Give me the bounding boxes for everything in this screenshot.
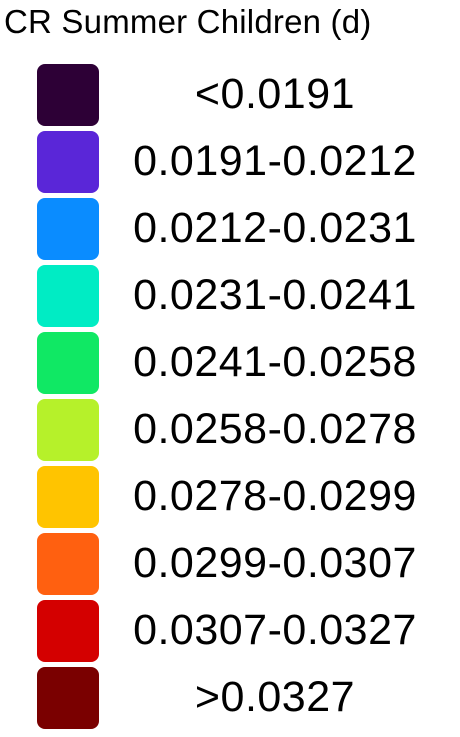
- legend-range-label: 0.0191-0.0212: [133, 137, 417, 185]
- legend-swatch: [37, 399, 99, 461]
- legend-item: 0.0278-0.0299: [0, 464, 460, 531]
- legend-swatch: [37, 131, 99, 193]
- legend-swatch: [37, 533, 99, 595]
- legend-item: 0.0299-0.0307: [0, 531, 460, 598]
- legend-swatch: [37, 265, 99, 327]
- legend-item: 0.0307-0.0327: [0, 598, 460, 665]
- legend-item: 0.0212-0.0231: [0, 196, 460, 263]
- legend-range-label: 0.0212-0.0231: [133, 204, 417, 252]
- legend-swatch: [37, 198, 99, 260]
- legend-range-label: <0.0191: [194, 70, 356, 118]
- legend-range-label: 0.0258-0.0278: [133, 405, 417, 453]
- legend-item: <0.0191: [0, 62, 460, 129]
- legend-swatch: [37, 600, 99, 662]
- legend-swatch: [37, 64, 99, 126]
- legend-item: >0.0327: [0, 665, 460, 732]
- legend-range-label: 0.0241-0.0258: [133, 338, 417, 386]
- legend-range-label: 0.0299-0.0307: [133, 539, 417, 587]
- legend-range-label: >0.0327: [194, 673, 356, 721]
- legend-item: 0.0258-0.0278: [0, 397, 460, 464]
- legend-range-label: 0.0231-0.0241: [133, 271, 417, 319]
- legend-swatch: [37, 466, 99, 528]
- legend-title: CR Summer Children (d): [4, 3, 372, 40]
- legend-item: 0.0241-0.0258: [0, 330, 460, 397]
- legend-items: <0.0191 0.0191-0.0212 0.0212-0.0231 0.02…: [0, 62, 460, 732]
- legend-range-label: 0.0307-0.0327: [133, 606, 417, 654]
- legend-swatch: [37, 667, 99, 729]
- legend-item: 0.0231-0.0241: [0, 263, 460, 330]
- legend-swatch: [37, 332, 99, 394]
- legend-range-label: 0.0278-0.0299: [133, 472, 417, 520]
- legend-item: 0.0191-0.0212: [0, 129, 460, 196]
